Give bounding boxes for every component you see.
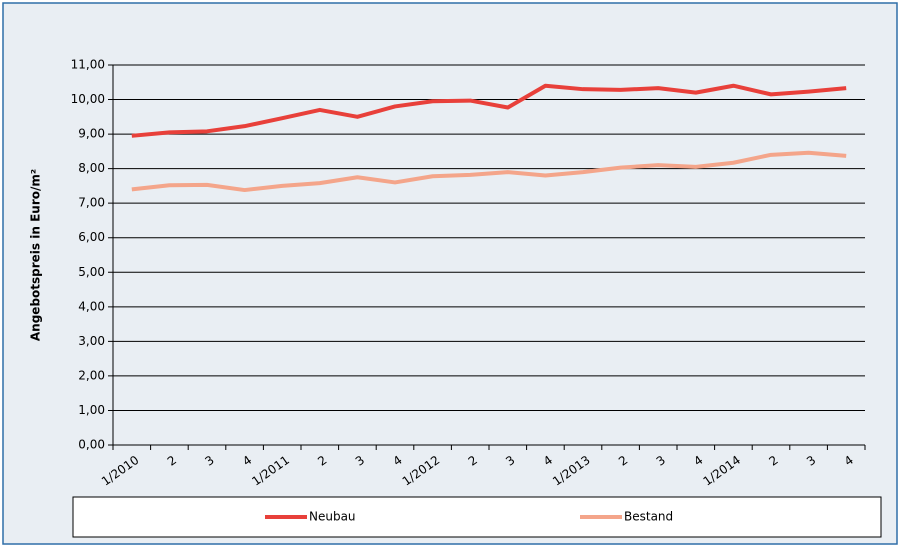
y-tick-label: 4,00 bbox=[78, 299, 105, 313]
y-tick-label: 11,00 bbox=[71, 58, 105, 72]
y-tick-label: 3,00 bbox=[78, 334, 105, 348]
legend-box bbox=[72, 496, 882, 538]
y-tick-label: 0,00 bbox=[78, 438, 105, 452]
y-axis-label: Angebotspreis in Euro/m² bbox=[29, 169, 43, 341]
legend-label: Bestand bbox=[624, 510, 673, 524]
y-tick-label: 6,00 bbox=[78, 230, 105, 244]
y-tick-label: 8,00 bbox=[78, 161, 105, 175]
line bbox=[131, 83, 847, 138]
y-tick-label: 2,00 bbox=[78, 368, 105, 382]
y-tick-label: 10,00 bbox=[71, 92, 105, 106]
y-tick-label: 9,00 bbox=[78, 127, 105, 141]
legend-label: Neubau bbox=[309, 510, 356, 524]
y-tick-label: 1,00 bbox=[78, 403, 105, 417]
line bbox=[131, 150, 847, 193]
y-tick-label: 7,00 bbox=[78, 196, 105, 210]
y-tick-label: 5,00 bbox=[78, 265, 105, 279]
